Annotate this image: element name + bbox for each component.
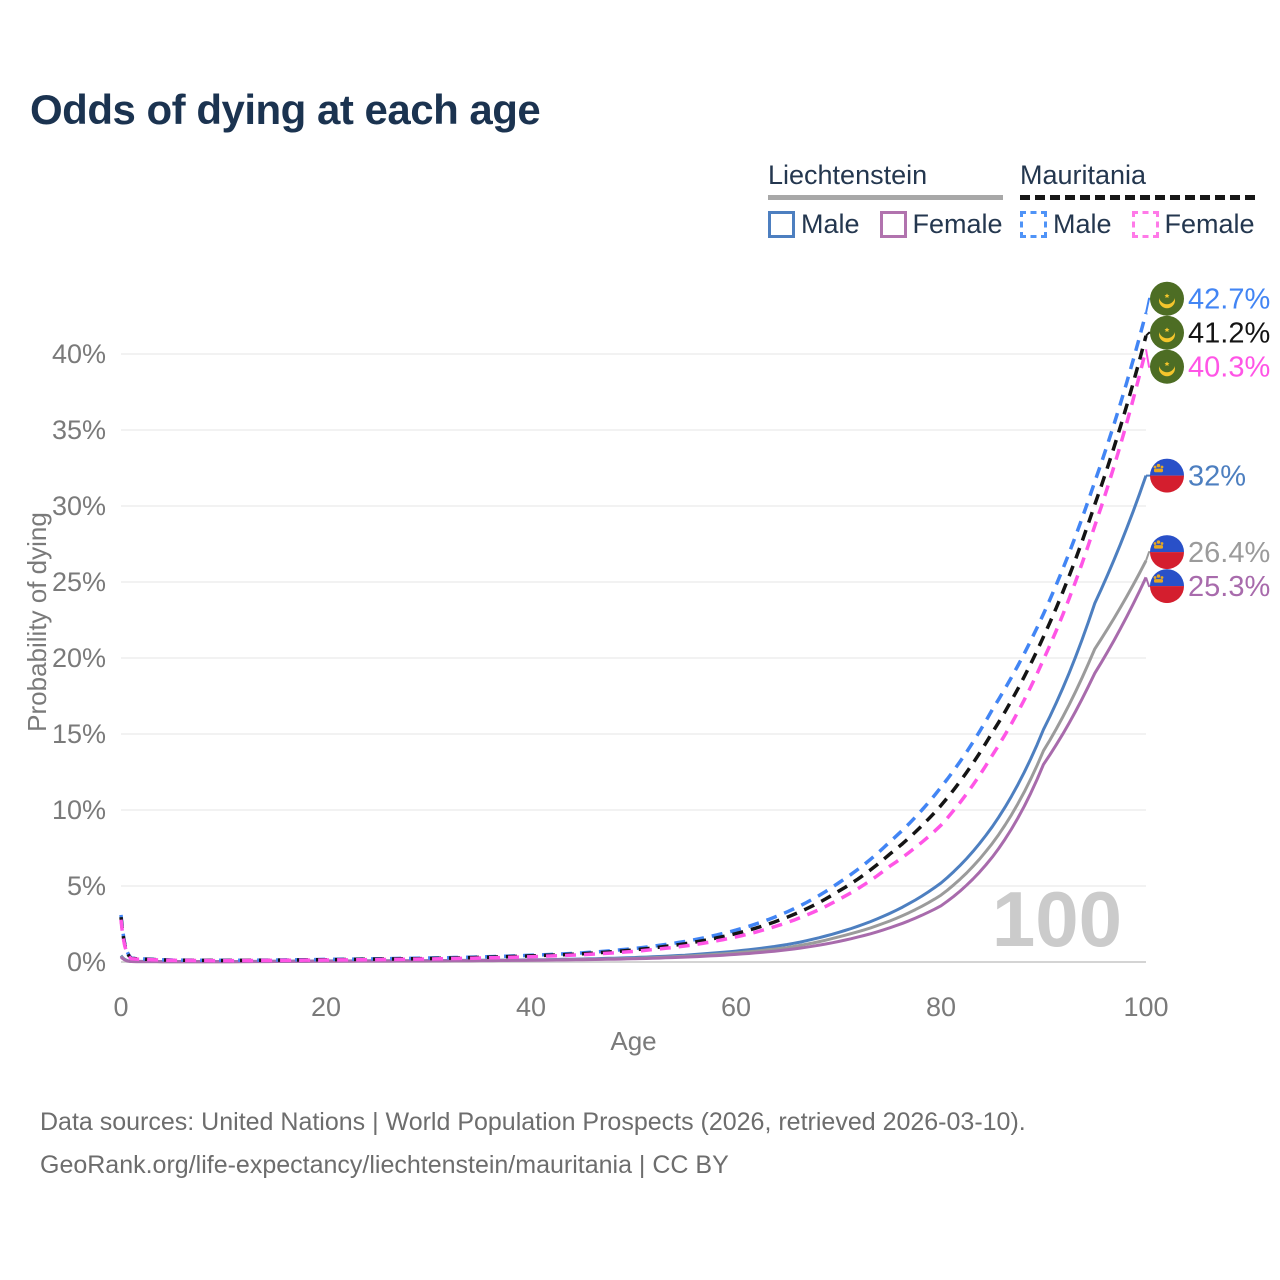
legend-group-liechtenstein: Liechtenstein Male Female <box>768 160 1003 240</box>
legend-group-mauritania: Mauritania Male Female <box>1020 160 1255 240</box>
x-tick-label: 100 <box>1123 992 1168 1022</box>
liechtenstein-flag-part <box>1156 574 1161 578</box>
liechtenstein-flag-part <box>1153 542 1157 545</box>
series-line-mrt_male <box>119 312 1148 963</box>
end-label-lie_female: 25.3% <box>1188 571 1270 603</box>
y-tick-label: 35% <box>52 415 106 445</box>
liechtenstein-flag-part <box>1150 552 1184 570</box>
legend-swatch-mauritania-male <box>1020 211 1047 238</box>
liechtenstein-flag-part <box>1150 586 1184 604</box>
liechtenstein-flag-part <box>1154 545 1163 549</box>
legend-item-liechtenstein-female: Female <box>879 209 1003 240</box>
y-axis-title: Probability of dying <box>22 512 52 732</box>
page-title: Odds of dying at each age <box>30 86 541 133</box>
mauritania-flag-part <box>1164 293 1170 298</box>
y-tick-label: 25% <box>52 567 106 597</box>
legend-label-mauritania-female: Female <box>1164 209 1255 239</box>
legend-label-liechtenstein-female: Female <box>912 209 1003 239</box>
liechtenstein-flag-part <box>1160 542 1164 545</box>
legend-label-mauritania-male: Male <box>1053 209 1112 239</box>
series-line-mrt_female <box>119 348 1148 963</box>
legend-line-swatch-mauritania <box>1020 195 1255 200</box>
end-label-lie_combined: 26.4% <box>1188 537 1270 569</box>
liechtenstein-flag-part <box>1156 463 1161 468</box>
mauritania-flag-icon <box>1150 349 1184 384</box>
x-tick-label: 40 <box>516 992 546 1022</box>
y-tick-label: 15% <box>52 719 106 749</box>
y-tick-label: 5% <box>67 871 106 901</box>
legend-item-mauritania-male: Male <box>1020 209 1112 240</box>
end-label-mrt_male: 42.7% <box>1188 284 1270 316</box>
liechtenstein-flag-part <box>1153 465 1157 469</box>
x-tick-label: 80 <box>926 992 956 1022</box>
footer-data-sources: Data sources: United Nations | World Pop… <box>40 1108 1026 1136</box>
legend-line-swatch-liechtenstein <box>768 195 1003 200</box>
mauritania-flag-icon <box>1150 315 1184 350</box>
liechtenstein-flag-icon <box>1150 535 1184 570</box>
y-tick-label: 0% <box>67 947 106 977</box>
legend-swatch-liechtenstein-male <box>768 211 795 238</box>
liechtenstein-flag-part <box>1153 576 1157 579</box>
liechtenstein-flag-icon <box>1150 569 1184 604</box>
legend-country-mauritania: Mauritania <box>1020 160 1147 190</box>
x-tick-label: 0 <box>113 992 128 1022</box>
liechtenstein-flag-part <box>1160 465 1164 469</box>
x-tick-label: 20 <box>311 992 341 1022</box>
liechtenstein-flag-part <box>1150 475 1184 493</box>
age-watermark: 100 <box>992 875 1122 963</box>
mauritania-flag-icon <box>1150 281 1184 316</box>
legend-swatch-liechtenstein-female <box>879 211 907 238</box>
legend-swatch-mauritania-female <box>1131 211 1159 238</box>
footer-attribution: GeoRank.org/life-expectancy/liechtenstei… <box>40 1151 729 1179</box>
liechtenstein-flag-part <box>1156 540 1161 544</box>
x-axis-title: Age <box>610 1026 656 1056</box>
x-tick-label: 60 <box>721 992 751 1022</box>
legend-item-mauritania-female: Female <box>1131 209 1255 240</box>
liechtenstein-flag-part <box>1154 579 1163 583</box>
mauritania-flag-part <box>1164 327 1170 332</box>
footer: Data sources: United Nations | World Pop… <box>40 1101 1026 1187</box>
mauritania-flag-part <box>1164 361 1170 366</box>
end-label-mrt_female: 40.3% <box>1188 352 1270 384</box>
liechtenstein-flag-icon <box>1150 458 1184 493</box>
y-tick-label: 40% <box>52 339 106 369</box>
y-tick-label: 30% <box>52 491 106 521</box>
legend-item-liechtenstein-male: Male <box>768 209 860 240</box>
legend-country-liechtenstein: Liechtenstein <box>768 160 928 190</box>
end-label-lie_male: 32% <box>1188 461 1246 493</box>
legend-label-liechtenstein-male: Male <box>801 209 860 239</box>
end-label-mrt_combined: 41.2% <box>1188 318 1270 350</box>
y-tick-label: 20% <box>52 643 106 673</box>
y-tick-label: 10% <box>52 795 106 825</box>
liechtenstein-flag-part <box>1154 468 1163 473</box>
liechtenstein-flag-part <box>1160 576 1164 579</box>
